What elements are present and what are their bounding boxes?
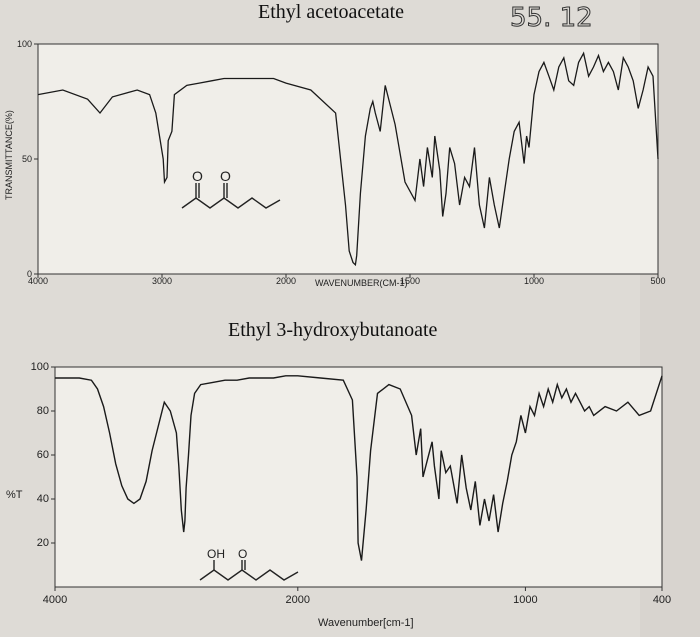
- chart2-x-tick-label: 1000: [513, 594, 537, 606]
- chart2-y-tick-label: 40: [37, 493, 49, 505]
- chart2-structure: [199, 560, 299, 581]
- chart1-x-tick-label: 500: [650, 276, 665, 286]
- chart2-structure-o: O: [238, 547, 247, 561]
- chart1-xlabel: WAVENUMBER(CM-1): [315, 278, 408, 288]
- chart1-title: Ethyl acetoacetate: [258, 1, 404, 23]
- chart2-x-ticks: 4000 2000 1000 400: [43, 587, 671, 606]
- chart1-y-tick-label: 0: [27, 269, 32, 279]
- chart1-ylabel: TRANSMITTANCE(%): [4, 110, 14, 200]
- chart1-x-tick-label: 4000: [28, 276, 48, 286]
- chart1-structure: [181, 183, 281, 209]
- handwritten-note: 55. 12: [510, 3, 593, 33]
- chart2-spectrum-line: [55, 375, 663, 561]
- chart2-xlabel: Wavenumber[cm-1]: [318, 617, 414, 629]
- chart-ethyl-3-hydroxybutanoate: Ethyl 3-hydroxybutanoate 4000 2000 1000 400…: [6, 319, 671, 629]
- chart1-y-ticks: 100 50 0: [17, 39, 38, 279]
- chart-ethyl-acetoacetate: Ethyl acetoacetate 4000 3000 2000 1500 1000 5…: [4, 1, 666, 288]
- chart2-y-tick-label: 20: [37, 537, 49, 549]
- chart1-spectrum-line: [37, 51, 659, 267]
- chart2-ylabel: %T: [6, 489, 23, 501]
- chart1-x-tick-label: 3000: [152, 276, 172, 286]
- chart2-x-tick-label: 400: [653, 594, 671, 606]
- chart2-plot-area: [54, 366, 663, 588]
- chart2-y-tick-label: 80: [37, 405, 49, 417]
- chart1-structure-o2: O: [220, 168, 231, 184]
- chart2-x-tick-label: 4000: [43, 594, 67, 606]
- chart2-y-tick-label: 100: [31, 361, 49, 373]
- chart1-x-ticks: 4000 3000 2000 1500 1000 500: [28, 274, 666, 286]
- chart2-y-ticks: 100 80 60 40 20: [31, 361, 55, 549]
- chart2-structure-oh: OH: [207, 547, 225, 561]
- chart1-x-tick-label: 1500: [400, 276, 420, 286]
- chart2-x-tick-label: 2000: [286, 594, 310, 606]
- chart2-title: Ethyl 3-hydroxybutanoate: [228, 319, 438, 341]
- chart1-structure-o1: O: [192, 168, 203, 184]
- chart2-y-tick-label: 60: [37, 449, 49, 461]
- chart1-y-tick-label: 100: [17, 39, 32, 49]
- chart1-x-tick-label: 1000: [524, 276, 544, 286]
- chart1-y-tick-label: 50: [22, 154, 32, 164]
- chart1-x-tick-label: 2000: [276, 276, 296, 286]
